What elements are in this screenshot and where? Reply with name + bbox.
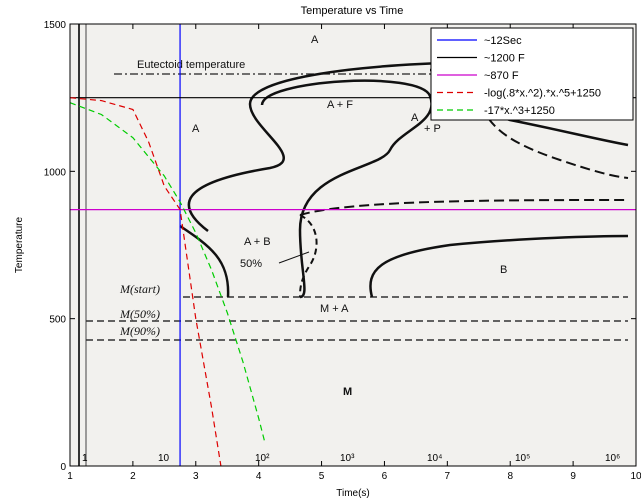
y-tick-label: 1000: [44, 167, 67, 178]
y-tick-label: 0: [60, 462, 66, 473]
region-a-p-top: A: [411, 112, 419, 124]
start-curve-lower: [179, 224, 230, 298]
x-tick-label: 6: [382, 471, 388, 482]
x-tick-label: 8: [507, 471, 513, 482]
region-m-a: M + A: [320, 303, 349, 315]
label-50-percent: 50%: [240, 258, 262, 270]
y-axis-label: Temperature: [14, 216, 25, 273]
y-tick-label: 1500: [44, 20, 67, 31]
x-axis-label: Time(s): [336, 488, 370, 499]
x-tick-label: 2: [130, 471, 136, 482]
bainite-50-curve-top: [299, 199, 629, 216]
series-3-line: [69, 97, 222, 467]
legend-label-4: -17*x.^3+1250: [484, 105, 555, 117]
x-tick-label: 5: [319, 471, 325, 482]
x-tick-label: 4: [256, 471, 262, 482]
log-tick-10e2: 10²: [255, 453, 270, 464]
x-tick-label: 10: [630, 471, 641, 482]
fifty-percent-arrow: [278, 251, 310, 264]
y-tick-label: 500: [49, 315, 66, 326]
m50-label: M(50%): [119, 307, 160, 321]
region-a-top: A: [311, 34, 319, 46]
region-m: M: [343, 386, 352, 398]
log-tick-10e3: 10³: [340, 453, 355, 464]
log-tick-10e6: 10⁶: [605, 453, 620, 464]
x-tick-label: 7: [445, 471, 451, 482]
series-layer: [69, 24, 636, 467]
region-a-left: A: [192, 123, 200, 135]
x-tick-label: 9: [570, 471, 576, 482]
finish-curve: [260, 79, 433, 299]
bainite-50-curve: [299, 214, 318, 298]
region-b: B: [500, 264, 507, 276]
x-tick-label: 3: [193, 471, 199, 482]
log-tick-1: 1: [82, 453, 88, 464]
region-a-f: A + F: [327, 99, 353, 111]
legend: ~12Sec ~1200 F ~870 F -log(.8*x.^2).*x.^5+1…: [430, 27, 634, 121]
legend-label-1: ~1200 F: [484, 53, 525, 65]
series-4-line: [69, 102, 266, 444]
legend-box: [430, 27, 634, 121]
x-tick-label: 1: [67, 471, 73, 482]
bainite-finish-curve: [369, 234, 629, 298]
plot-frame: [69, 23, 637, 467]
m-start-label: M(start): [119, 282, 160, 296]
log-tick-10e5: 10⁵: [515, 453, 530, 464]
log-tick-10e4: 10⁴: [427, 453, 442, 464]
legend-label-3: -log(.8*x.^2).*x.^5+1250: [484, 88, 601, 100]
legend-label-2: ~870 F: [484, 70, 519, 82]
log-tick-10: 10: [158, 453, 170, 464]
eutectoid-label: Eutectoid temperature: [137, 59, 245, 71]
m90-label: M(90%): [119, 324, 160, 338]
legend-label-0: ~12Sec: [484, 35, 522, 47]
region-plus-p: + P: [424, 123, 441, 135]
region-a-b: A + B: [244, 236, 271, 248]
chart-title: Temperature vs Time: [301, 5, 404, 17]
